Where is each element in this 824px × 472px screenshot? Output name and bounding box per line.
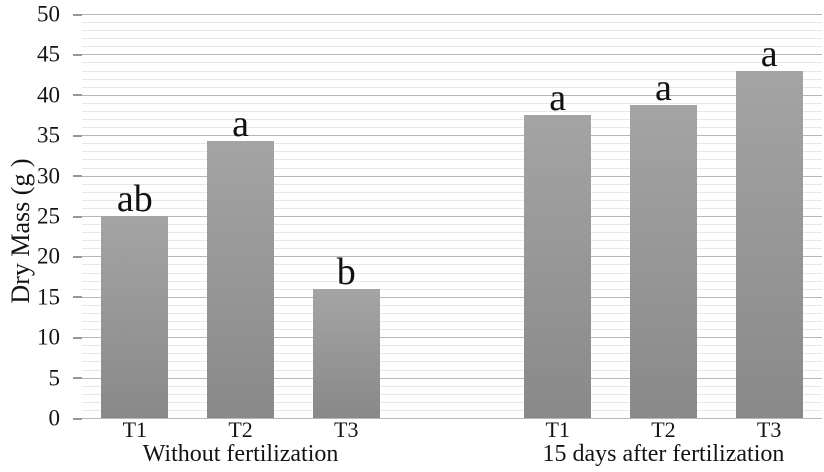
minor-gridline — [82, 321, 822, 323]
major-gridline — [82, 216, 822, 217]
minor-gridline — [82, 30, 822, 32]
major-gridline — [82, 418, 822, 419]
minor-gridline — [82, 401, 822, 403]
significance-letter: a — [549, 77, 567, 119]
minor-gridline — [82, 409, 822, 411]
minor-gridline — [82, 207, 822, 209]
significance-letter: b — [336, 250, 356, 293]
significance-letter: a — [654, 66, 672, 109]
major-gridline — [82, 54, 822, 56]
minor-gridline — [82, 312, 822, 314]
significance-letter: a — [760, 32, 778, 75]
minor-gridline — [82, 393, 822, 395]
major-gridline — [82, 377, 822, 379]
y-tick-label: 5 — [48, 365, 61, 391]
group-label: 15 days after fertilization — [542, 441, 785, 467]
group-label: Without fertilization — [142, 441, 339, 467]
minor-gridline — [82, 288, 822, 290]
x-category-label: T3 — [756, 417, 782, 442]
y-tick-label: 30 — [37, 163, 60, 189]
minor-gridline — [82, 232, 822, 234]
minor-gridline — [82, 353, 822, 355]
x-category-label: T3 — [334, 417, 359, 442]
minor-gridline — [82, 385, 822, 387]
major-gridline — [82, 94, 822, 96]
bar-without-t3 — [312, 288, 380, 418]
bar-15-t2 — [629, 104, 697, 418]
minor-gridline — [82, 167, 822, 169]
minor-gridline — [82, 361, 822, 363]
bar-15-t3 — [735, 70, 803, 418]
y-tick-label: 35 — [37, 122, 60, 148]
minor-gridline — [82, 369, 822, 371]
minor-gridline — [82, 38, 822, 40]
minor-gridline — [82, 183, 822, 185]
y-axis-tick — [73, 296, 82, 299]
minor-gridline — [82, 272, 822, 274]
minor-gridline — [82, 329, 822, 331]
major-gridline — [82, 296, 822, 298]
x-category-label: T2 — [651, 417, 676, 442]
y-axis-tick — [73, 215, 82, 218]
y-tick-label: 40 — [37, 82, 60, 108]
minor-gridline — [82, 199, 822, 201]
y-tick-label: 15 — [37, 284, 60, 310]
minor-gridline — [82, 264, 822, 266]
minor-gridline — [82, 110, 822, 112]
minor-gridline — [82, 78, 822, 80]
significance-letter: ab — [116, 178, 153, 220]
y-axis-tick — [73, 417, 82, 420]
y-tick-label: 25 — [37, 203, 60, 229]
minor-gridline — [82, 240, 822, 242]
x-category-label: T1 — [545, 417, 570, 442]
y-tick-label: 45 — [37, 41, 60, 67]
minor-gridline — [82, 62, 822, 64]
minor-gridline — [82, 280, 822, 282]
y-axis-tick — [73, 13, 82, 16]
major-gridline — [82, 135, 822, 137]
major-gridline — [82, 14, 822, 15]
minor-gridline — [82, 127, 822, 129]
bar-15-t1 — [524, 115, 592, 418]
x-category-label: T2 — [228, 417, 253, 442]
major-gridline — [82, 337, 822, 339]
minor-gridline — [82, 191, 822, 193]
y-tick-label: 10 — [37, 324, 60, 350]
minor-gridline — [82, 159, 822, 161]
minor-gridline — [82, 224, 822, 226]
y-tick-label: 0 — [48, 405, 61, 431]
minor-gridline — [82, 151, 822, 153]
y-axis-tick — [73, 255, 82, 258]
y-tick-label: 50 — [37, 1, 60, 27]
bar-without-t2 — [207, 140, 275, 418]
significance-letter: a — [232, 102, 249, 145]
minor-gridline — [82, 119, 822, 121]
minor-gridline — [82, 304, 822, 306]
major-gridline — [82, 175, 822, 177]
major-gridline — [82, 256, 822, 258]
plot-area: ab a b a a a — [73, 13, 822, 420]
minor-gridline — [82, 143, 822, 145]
y-axis-tick — [73, 134, 82, 137]
minor-gridline — [82, 86, 822, 88]
minor-gridline — [82, 22, 822, 24]
x-category-label: T1 — [122, 417, 148, 442]
minor-gridline — [82, 345, 822, 347]
minor-gridline — [82, 102, 822, 104]
y-axis-tick — [73, 175, 82, 178]
y-axis-tick — [73, 377, 82, 380]
minor-gridline — [82, 248, 822, 250]
y-axis-tick — [73, 94, 82, 97]
bar-without-t1 — [101, 216, 169, 418]
y-axis-tick — [73, 336, 82, 339]
y-tick-label: 20 — [37, 243, 60, 269]
y-axis-tick — [73, 53, 82, 56]
minor-gridline — [82, 70, 822, 72]
minor-gridline — [82, 46, 822, 48]
